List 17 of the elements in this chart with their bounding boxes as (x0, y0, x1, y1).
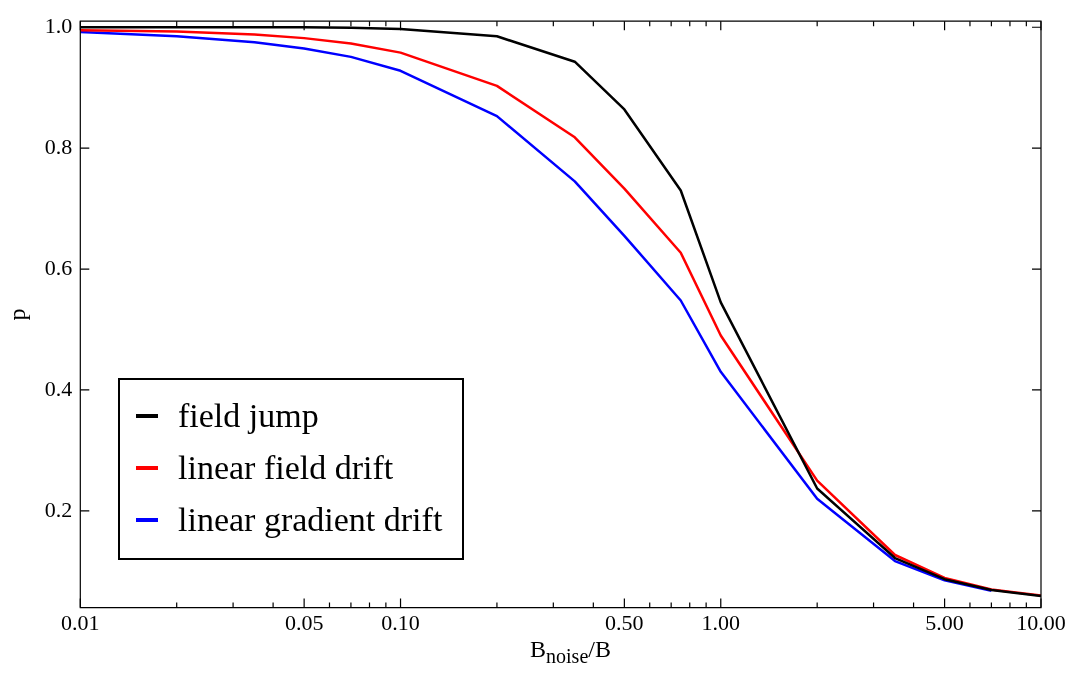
legend-label: linear gradient drift (178, 500, 443, 540)
x-tick-label: 0.10 (381, 609, 420, 635)
y-tick-label: 0.8 (44, 133, 73, 159)
x-tick-label: 0.50 (605, 609, 644, 635)
y-tick-label: 0.4 (44, 375, 73, 401)
y-tick-label: 0.2 (44, 496, 73, 522)
x-tick-label: 0.05 (284, 609, 324, 635)
legend-label: linear field drift (178, 448, 394, 488)
x-tick-label: 10.00 (1016, 609, 1066, 635)
x-tick-label: 5.00 (925, 609, 964, 635)
y-tick-label: 0.6 (44, 254, 73, 280)
x-tick-label: 0.01 (61, 609, 100, 635)
x-tick-label: 1.00 (701, 609, 741, 635)
legend-label: field jump (178, 396, 319, 436)
y-tick-label: 1.0 (44, 13, 73, 39)
y-axis-title: p (3, 308, 30, 321)
x-axis-title: B$_{noise}$/B (529, 636, 612, 668)
